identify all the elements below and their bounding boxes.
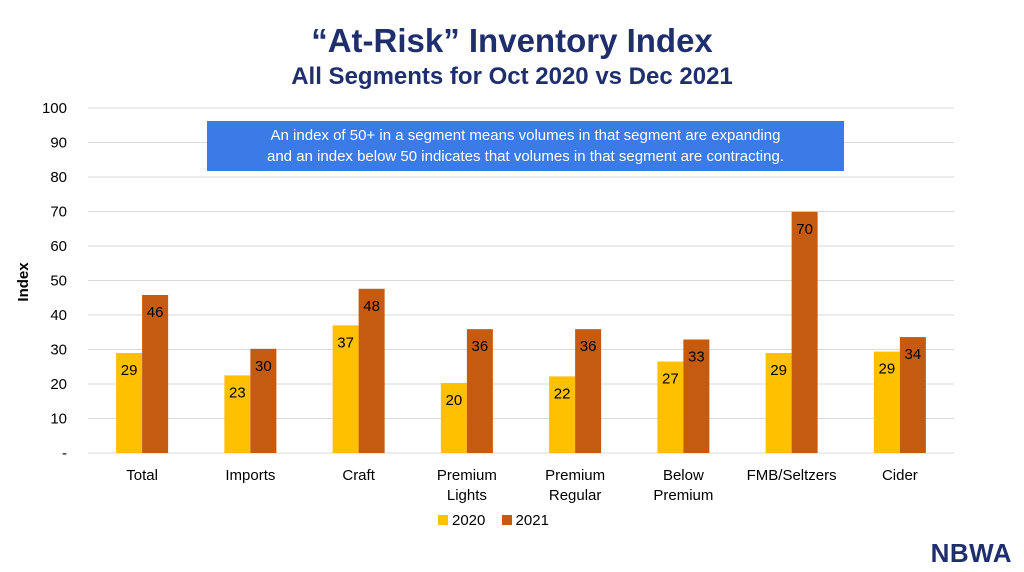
bar-2020 — [116, 352, 143, 453]
x-tick-label: Premium — [437, 467, 497, 484]
bar-2020 — [765, 352, 792, 453]
bar-2020 — [332, 325, 359, 453]
data-label-2021: 30 — [255, 358, 272, 375]
legend-item-2021: 2021 — [501, 512, 549, 529]
data-label-2021: 34 — [905, 346, 922, 363]
data-label-2020: 29 — [121, 362, 138, 379]
y-tick-label: 80 — [50, 169, 67, 186]
bar-2020 — [224, 375, 251, 453]
annotation-line-2: and an index below 50 indicates that vol… — [267, 148, 784, 165]
bar-2021 — [683, 339, 710, 453]
bar-2021 — [575, 329, 602, 453]
bar-2020 — [873, 351, 900, 453]
data-label-2020: 22 — [554, 385, 571, 402]
bars — [116, 211, 926, 453]
x-tick-label: Lights — [447, 487, 487, 504]
legend-label-2021: 2021 — [515, 512, 549, 529]
bar-2020 — [549, 376, 576, 453]
bar-2021 — [466, 329, 493, 453]
x-tick-label: Imports — [225, 467, 275, 484]
y-tick-labels: - 10 20 30 40 50 60 70 80 90 100 — [42, 100, 67, 462]
y-tick-label: 10 — [50, 411, 67, 428]
chart-subtitle: All Segments for Oct 2020 vs Dec 2021 — [291, 63, 733, 90]
data-label-2021: 36 — [580, 338, 597, 355]
x-tick-label: Below — [663, 467, 704, 484]
legend-swatch-2021 — [501, 515, 512, 525]
y-tick-label: 40 — [50, 307, 67, 324]
y-tick-label: 90 — [50, 135, 67, 152]
legend: 2020 2021 — [438, 512, 561, 529]
data-label-2020: 23 — [229, 384, 246, 401]
nbwa-logo: NBWA — [930, 538, 1012, 568]
data-label-2021: 48 — [363, 298, 380, 315]
y-tick-label: 100 — [42, 100, 67, 117]
data-label-2020: 29 — [879, 361, 896, 378]
bar-2021 — [250, 348, 277, 453]
data-label-2020: 37 — [337, 334, 354, 351]
x-tick-label: Premium — [545, 467, 605, 484]
annotation-box: An index of 50+ in a segment means volum… — [207, 121, 844, 171]
x-tick-label: Regular — [549, 487, 602, 504]
x-tick-label: Premium — [653, 487, 713, 504]
bar-2020 — [440, 382, 467, 453]
data-label-2020: 20 — [446, 392, 463, 409]
bar-2021 — [791, 211, 818, 453]
x-tick-label: Craft — [342, 467, 375, 484]
y-tick-label: 50 — [50, 273, 67, 290]
chart-title: “At-Risk” Inventory Index — [311, 22, 713, 59]
y-tick-label: 60 — [50, 238, 67, 255]
legend-label-2020: 2020 — [452, 512, 486, 529]
data-label-2020: 27 — [662, 371, 679, 388]
y-axis-label: Index — [15, 262, 32, 302]
data-label-2021: 46 — [147, 304, 164, 321]
bar-2021 — [899, 337, 926, 453]
data-label-2021: 70 — [796, 221, 813, 238]
x-tick-label: Total — [126, 467, 158, 484]
bar-data-labels: 29 46 23 30 37 48 20 36 22 36 27 33 29 70 29 34 — [121, 221, 921, 409]
annotation-line-1: An index of 50+ in a segment means volum… — [270, 127, 781, 144]
data-label-2021: 36 — [472, 338, 489, 355]
x-tick-label: FMB/Seltzers — [747, 467, 837, 484]
bar-2021 — [358, 288, 385, 453]
bar-2020 — [657, 361, 684, 453]
x-tick-labels: Total Imports Craft Premium Lights Premium Reg… — [126, 467, 918, 504]
y-tick-label: 30 — [50, 342, 67, 359]
x-tick-label: Cider — [882, 467, 918, 484]
data-label-2021: 33 — [688, 348, 705, 365]
y-tick-label: - — [62, 445, 67, 462]
data-label-2020: 29 — [770, 362, 787, 379]
y-tick-label: 70 — [50, 204, 67, 221]
legend-item-2020: 2020 — [438, 512, 485, 529]
bar-2021 — [142, 294, 169, 453]
y-tick-label: 20 — [50, 376, 67, 393]
legend-swatch-2020 — [438, 515, 448, 525]
